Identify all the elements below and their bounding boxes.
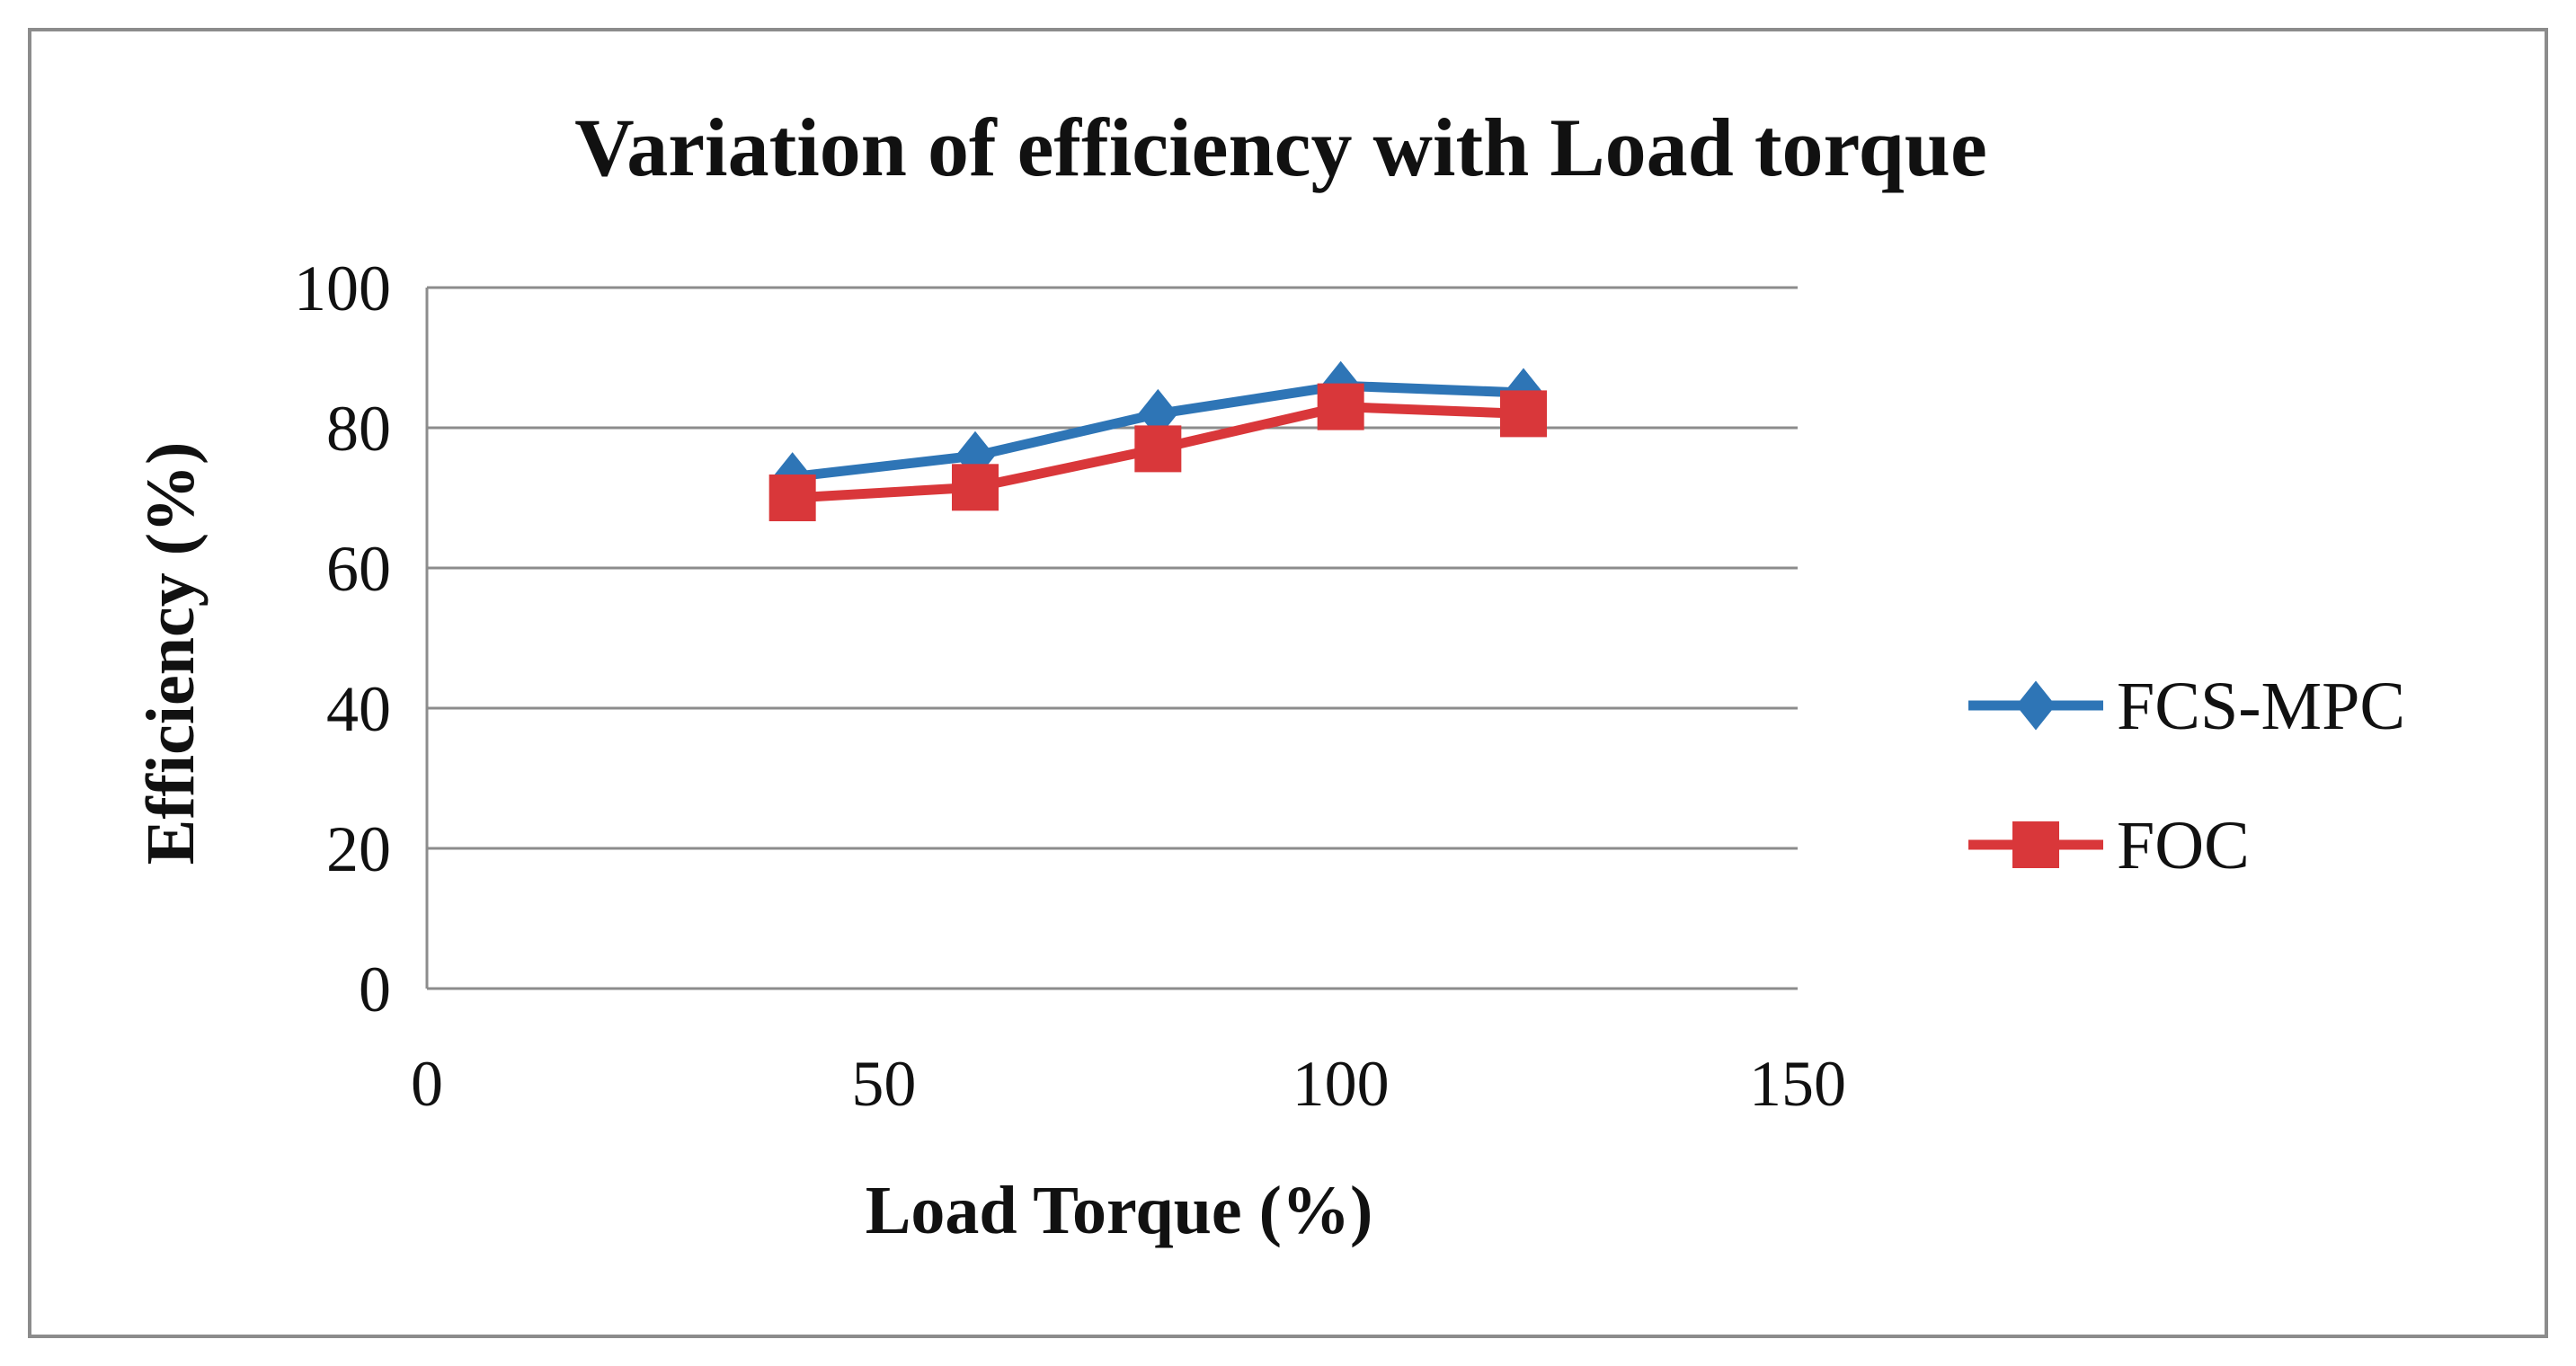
chart-title: Variation of efficiency with Load torque bbox=[574, 102, 1987, 193]
y-tick-labels: 0 20 40 60 80 100 bbox=[294, 253, 391, 1025]
y-tick-label: 0 bbox=[359, 954, 391, 1025]
legend-marker-fcs-mpc bbox=[2016, 680, 2056, 731]
y-tick-label: 60 bbox=[326, 533, 391, 605]
y-tick-label: 20 bbox=[326, 813, 391, 885]
axes bbox=[425, 288, 1798, 990]
x-tick-label: 150 bbox=[1749, 1048, 1846, 1120]
y-axis-title: Efficiency (%) bbox=[133, 442, 209, 865]
legend-marker-foc bbox=[2012, 821, 2059, 868]
y-tick-label: 100 bbox=[294, 253, 391, 324]
data-point-foc bbox=[952, 464, 999, 511]
x-axis-title: Load Torque (%) bbox=[866, 1173, 1373, 1248]
data-point-foc bbox=[1317, 383, 1364, 430]
data-point-foc bbox=[768, 475, 816, 521]
x-tick-label: 50 bbox=[851, 1048, 916, 1120]
y-tick-label: 40 bbox=[326, 673, 391, 745]
legend: FCS-MPC FOC bbox=[1968, 669, 2405, 883]
chart-frame bbox=[28, 28, 2548, 1338]
data-point-foc bbox=[1500, 390, 1547, 438]
data-point-foc bbox=[1134, 425, 1182, 473]
x-tick-labels: 0 50 100 150 bbox=[411, 1048, 1846, 1120]
legend-label-foc: FOC bbox=[2117, 808, 2250, 883]
data-markers bbox=[768, 360, 1547, 521]
legend-label-fcs-mpc: FCS-MPC bbox=[2117, 669, 2405, 744]
x-tick-label: 100 bbox=[1292, 1048, 1390, 1120]
y-gridlines bbox=[427, 286, 1798, 850]
x-tick-label: 0 bbox=[411, 1048, 443, 1120]
y-tick-label: 80 bbox=[326, 393, 391, 465]
